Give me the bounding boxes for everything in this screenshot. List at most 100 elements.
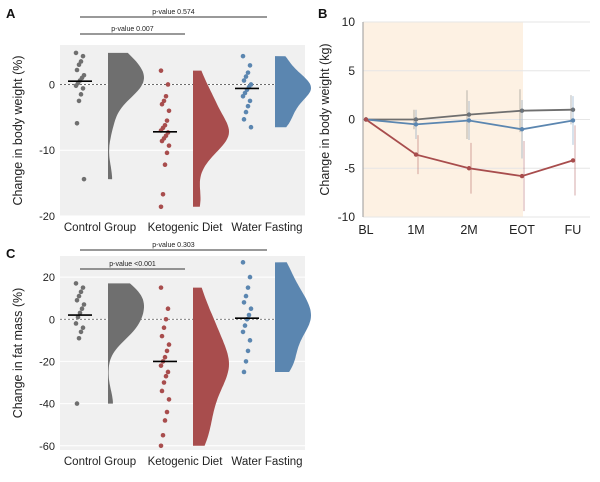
data-point: [163, 94, 169, 99]
data-point: [166, 143, 172, 148]
y-tick-label: -20: [39, 211, 55, 223]
p-value-label: p-value 0.007: [111, 26, 154, 33]
x-tick-label: BL: [358, 223, 373, 237]
data-point: [162, 354, 168, 360]
data-point: [242, 323, 248, 328]
data-point: [166, 342, 172, 347]
data-point: [158, 204, 164, 210]
data-point: [161, 380, 167, 385]
data-point: [165, 306, 171, 312]
data-point: [247, 63, 253, 68]
data-point: [78, 59, 84, 64]
data-point: [246, 312, 252, 318]
y-tick-label: 0: [49, 79, 55, 91]
data-point: [158, 363, 164, 368]
data-point: [160, 432, 166, 438]
data-point: [243, 359, 249, 364]
data-point: [158, 68, 164, 73]
data-point: [79, 306, 85, 312]
data-point: [162, 162, 168, 167]
series-point: [570, 118, 576, 123]
y-axis-label: Change in fat mass (%): [11, 288, 25, 419]
y-tick-label: 0: [49, 314, 55, 326]
data-point: [74, 401, 80, 406]
x-tick-label: Ketogenic Diet: [148, 222, 224, 234]
data-point: [76, 293, 82, 299]
x-tick-label: 1M: [407, 223, 424, 237]
data-point: [160, 191, 166, 197]
y-tick-label: -20: [39, 356, 55, 368]
data-point: [81, 176, 87, 182]
data-point: [74, 67, 80, 73]
data-point: [76, 62, 82, 68]
data-point: [243, 109, 249, 115]
series-point: [413, 152, 419, 157]
x-tick-label: Control Group: [64, 456, 136, 468]
data-point: [78, 92, 84, 97]
data-point: [80, 53, 86, 59]
violin-control-group: [108, 52, 144, 180]
data-point: [248, 124, 254, 130]
series-point: [413, 122, 419, 127]
data-point: [241, 300, 247, 305]
p-value-label: p-value <0.001: [109, 261, 156, 268]
data-point: [73, 281, 79, 286]
data-point: [163, 373, 169, 379]
data-point: [247, 274, 253, 280]
data-point: [75, 314, 81, 320]
x-tick-label: 2M: [460, 223, 477, 237]
data-point: [243, 293, 249, 299]
panel-letter: A: [6, 6, 16, 21]
data-point: [240, 260, 246, 265]
data-point: [247, 338, 253, 343]
series-point: [363, 117, 369, 122]
violin-ketogenic-diet: [193, 287, 229, 446]
data-point: [80, 285, 86, 290]
data-point: [162, 418, 168, 423]
y-tick-label: -10: [39, 145, 55, 157]
data-point: [161, 98, 167, 104]
data-point: [158, 443, 164, 449]
x-tick-label: Ketogenic Diet: [148, 456, 224, 468]
x-tick-label: EOT: [509, 223, 535, 237]
data-point: [161, 325, 167, 330]
data-point: [78, 329, 84, 335]
series-point: [519, 173, 525, 179]
panel-b: 10 5 0 -5 -10 Change in body weight (kg) B BL 1M…: [318, 6, 590, 237]
panel-letter: B: [318, 6, 327, 21]
data-point: [73, 83, 79, 89]
x-tick-label: FU: [565, 223, 582, 237]
data-point: [240, 53, 246, 59]
data-point: [243, 74, 249, 79]
data-point: [164, 409, 170, 415]
plot-background: [60, 256, 305, 450]
data-point: [76, 335, 82, 341]
series-point: [466, 118, 472, 123]
data-point: [164, 348, 170, 354]
panel-c: 20 0 -20 -40 -60 Change in fat mass (%) C Contr…: [6, 242, 311, 468]
data-point: [74, 120, 80, 126]
data-point: [81, 302, 87, 307]
series-point: [519, 127, 525, 132]
plot-background: [60, 45, 305, 216]
data-point: [73, 321, 79, 326]
x-tick-label: Control Group: [64, 222, 136, 234]
y-tick-label: -10: [338, 210, 356, 224]
y-tick-label: 20: [43, 272, 55, 284]
p-value-label: p-value 0.574: [152, 9, 195, 16]
data-point: [164, 118, 170, 123]
data-point: [159, 138, 165, 144]
violin-water-fasting: [275, 262, 311, 372]
data-point: [159, 101, 165, 107]
y-tick-label: -5: [344, 161, 355, 175]
data-point: [164, 150, 170, 156]
data-point: [76, 98, 82, 104]
y-tick-label: -40: [39, 399, 55, 411]
x-tick-label: Water Fasting: [231, 456, 302, 468]
data-point: [158, 285, 164, 290]
y-tick-label: 5: [348, 64, 355, 78]
panel-letter: C: [6, 246, 16, 261]
data-point: [242, 90, 248, 96]
y-tick-label: -60: [39, 441, 55, 453]
